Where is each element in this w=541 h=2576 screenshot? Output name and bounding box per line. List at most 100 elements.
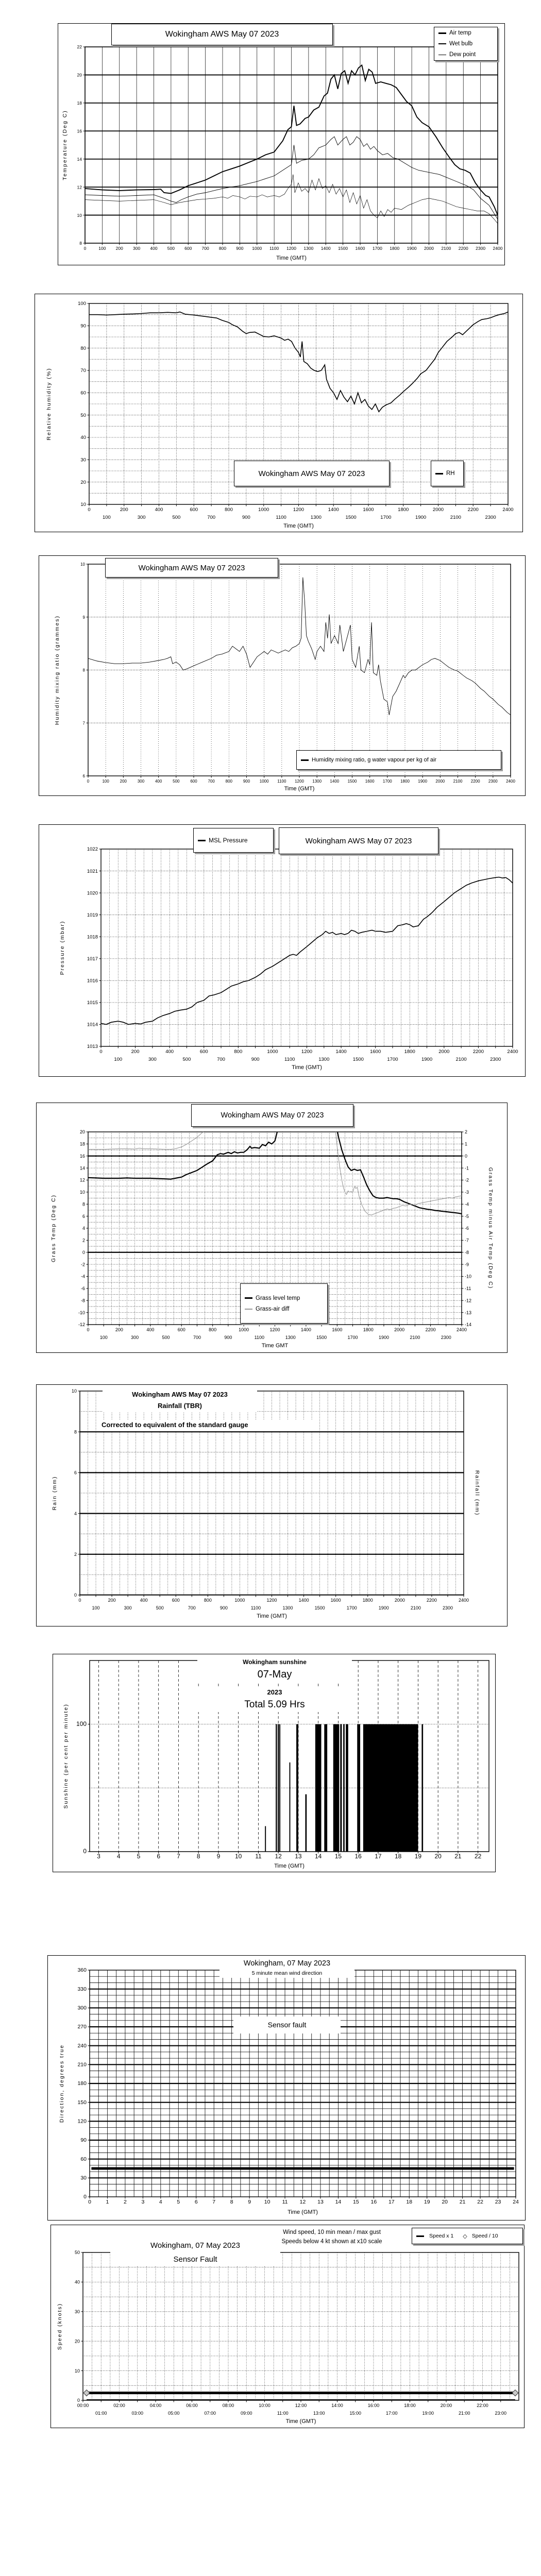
svg-text:2200: 2200: [473, 1049, 484, 1055]
svg-text:19:00: 19:00: [422, 2411, 434, 2416]
svg-text:1900: 1900: [407, 246, 417, 251]
note-text: Corrected to equivalent of the standard …: [102, 1421, 248, 1429]
svg-text:Grass Temp (Deg C): Grass Temp (Deg C): [50, 1194, 57, 1262]
svg-text:-4: -4: [465, 1201, 469, 1207]
mixing-ratio-legend: Humidity mixing ratio, g water vapour pe…: [296, 750, 501, 770]
chart-air-temperature: 0 100 200 300 400 500 600 700 800 900 1000 1100 1200…: [58, 23, 505, 265]
sensor-fault-note: Sensor fault: [233, 2016, 341, 2033]
wet-bulb-line-sample-icon: [438, 43, 446, 44]
series-Grass-air diff: [88, 1132, 462, 1215]
svg-text:20: 20: [80, 480, 86, 485]
svg-text:90: 90: [80, 324, 86, 329]
grid: [90, 1970, 516, 2197]
axis-labels: 0 100 200 300 400 500 600 700 800 900 1000 1100 1200…: [54, 562, 515, 792]
sunshine-plot: 3 4 5 6 7 8 9 10 11 12 13 14 15 16 17 18 19 20 21 22 0 100 Tim…: [63, 1660, 489, 1869]
svg-text:8: 8: [82, 1201, 85, 1207]
legend-item-mixing-ratio: Humidity mixing ratio, g water vapour pe…: [301, 757, 497, 763]
legend-label: Air temp: [449, 30, 471, 36]
sunshine-bar: [265, 1826, 266, 1852]
svg-text:Time (GMT): Time (GMT): [257, 1613, 287, 1619]
svg-text:1400: 1400: [336, 1049, 347, 1055]
svg-text:1500: 1500: [346, 515, 357, 520]
svg-text:0: 0: [87, 1327, 89, 1332]
svg-text:180: 180: [77, 2080, 87, 2087]
svg-text:2400: 2400: [502, 507, 513, 513]
svg-text:700: 700: [202, 246, 209, 251]
chart-title: Wokingham AWS May 07 2023: [165, 30, 279, 39]
svg-text:-12: -12: [465, 1298, 471, 1303]
svg-text:8: 8: [79, 241, 82, 246]
svg-text:100: 100: [92, 1605, 100, 1611]
svg-text:300: 300: [77, 2005, 87, 2011]
svg-text:60: 60: [80, 391, 86, 396]
svg-text:09:00: 09:00: [241, 2411, 252, 2416]
chart-date: 07-May: [257, 1669, 292, 1680]
svg-text:7: 7: [83, 721, 86, 725]
chart-rainfall: 0 100 200 300 400 500 600 700 800 900 1000 1100 1200…: [36, 1384, 508, 1626]
grass-temp-legend: Grass level temp Grass-air diff: [240, 1283, 328, 1324]
svg-text:1900: 1900: [415, 515, 426, 520]
svg-text:2000: 2000: [394, 1327, 404, 1332]
axis-labels: 0 1 2 3 4 5 6 7 8 9 10 11 12 13 14 15 16 17 18 19 20 21 22 23 24…: [59, 1967, 519, 2215]
svg-text:40: 40: [80, 435, 86, 440]
svg-text:30: 30: [80, 457, 86, 463]
svg-text:21: 21: [454, 1853, 462, 1860]
svg-text:18: 18: [395, 1853, 402, 1860]
svg-text:200: 200: [120, 779, 127, 784]
svg-text:120: 120: [77, 2119, 87, 2125]
svg-text:600: 600: [172, 1598, 180, 1603]
svg-text:1300: 1300: [303, 246, 313, 251]
diamond-marker-icon: ◇: [463, 2233, 467, 2240]
svg-text:1014: 1014: [87, 1022, 98, 1028]
svg-text:Direction, degrees true: Direction, degrees true: [59, 2044, 65, 2123]
svg-text:1100: 1100: [276, 515, 286, 520]
svg-text:19: 19: [415, 1853, 422, 1860]
svg-text:2400: 2400: [459, 1598, 469, 1603]
legend-label: MSL Pressure: [209, 837, 248, 844]
svg-text:240: 240: [77, 2043, 87, 2049]
svg-text:10: 10: [235, 1853, 242, 1860]
svg-text:330: 330: [77, 1986, 87, 1992]
svg-text:2200: 2200: [426, 1327, 436, 1332]
svg-text:Time (GMT): Time (GMT): [283, 523, 314, 529]
svg-text:2000: 2000: [433, 507, 444, 513]
svg-text:2300: 2300: [485, 515, 496, 520]
svg-text:2200: 2200: [427, 1598, 437, 1603]
svg-text:1900: 1900: [379, 1335, 389, 1340]
pressure-line-sample-icon: [198, 839, 206, 841]
svg-text:1400: 1400: [328, 507, 339, 513]
series-group: [89, 311, 508, 413]
legend-label: Wet bulb: [449, 41, 473, 47]
svg-text:14: 14: [77, 157, 82, 162]
svg-text:18: 18: [406, 2199, 412, 2205]
grid: [88, 564, 511, 776]
svg-text:-11: -11: [465, 1286, 471, 1291]
svg-text:2: 2: [82, 1238, 85, 1243]
chart-title: Wokingham AWS May 07 2023: [138, 563, 245, 572]
svg-text:1300: 1300: [311, 515, 322, 520]
svg-text:200: 200: [108, 1598, 116, 1603]
svg-text:700: 700: [188, 1605, 196, 1611]
svg-text:100: 100: [114, 1057, 122, 1062]
svg-text:3: 3: [141, 2199, 144, 2205]
svg-text:15: 15: [353, 2199, 359, 2205]
svg-text:300: 300: [148, 1057, 157, 1062]
svg-text:0: 0: [83, 1848, 87, 1855]
svg-text:15: 15: [335, 1853, 342, 1860]
header-line-2: Speeds below 4 kt shown at x10 scale: [281, 2239, 382, 2245]
sunshine-bar: [421, 1724, 424, 1852]
svg-text:01:00: 01:00: [95, 2411, 107, 2416]
temperature-legend: Air temp Wet bulb Dew point: [434, 27, 498, 61]
rh-legend: RH: [431, 461, 464, 486]
svg-text:500: 500: [162, 1335, 170, 1340]
svg-text:1600: 1600: [365, 779, 375, 784]
svg-text:1700: 1700: [348, 1335, 358, 1340]
svg-text:0: 0: [82, 1250, 85, 1255]
legend-item-dew-point: Dew point: [438, 52, 493, 58]
header-line-1: Wind speed, 10 min mean / max gust: [283, 2229, 381, 2235]
svg-text:210: 210: [77, 2062, 87, 2068]
svg-text:0: 0: [77, 2398, 80, 2403]
svg-text:-10: -10: [465, 1274, 471, 1279]
chart-wind-direction: 0 1 2 3 4 5 6 7 8 9 10 11 12 13 14 15 16 17 18 19 20 21 22 23 24…: [47, 1955, 526, 2221]
